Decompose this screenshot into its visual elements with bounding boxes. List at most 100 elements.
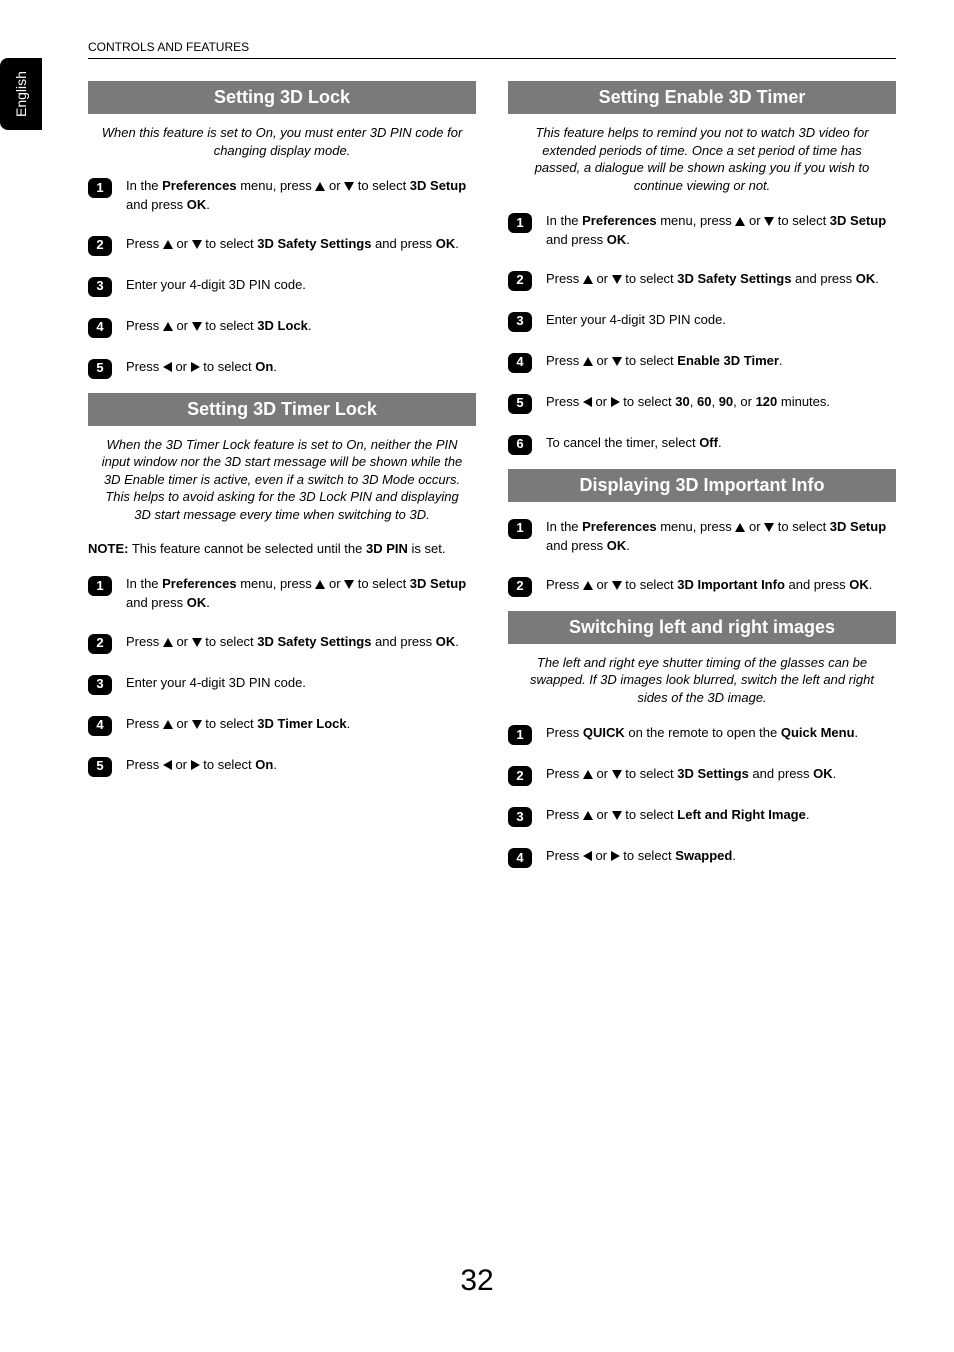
step-text: Press or to select On. (126, 358, 476, 377)
instruction-step: 5 Press or to select 30, 60, 90, or 120 m… (508, 387, 896, 428)
step-badge: 2 (508, 577, 532, 597)
language-tab: English (0, 58, 42, 130)
arrow-left-icon (583, 851, 592, 861)
step-badge: 1 (508, 213, 532, 233)
page-number: 32 (0, 1264, 954, 1298)
section-title-enable-3d-timer: Setting Enable 3D Timer (508, 81, 896, 114)
step-badge: 2 (88, 634, 112, 654)
left-column: Setting 3D Lock When this feature is set… (88, 81, 476, 882)
step-badge: 5 (508, 394, 532, 414)
content-columns: Setting 3D Lock When this feature is set… (88, 81, 896, 882)
step-badge: 4 (508, 848, 532, 868)
step-badge: 1 (508, 725, 532, 745)
intro-switch-lr: The left and right eye shutter timing of… (508, 654, 896, 719)
step-badge: 3 (88, 675, 112, 695)
arrow-up-icon (315, 182, 325, 191)
arrow-down-icon (612, 581, 622, 590)
arrow-down-icon (344, 182, 354, 191)
arrow-down-icon (612, 275, 622, 284)
step-badge: 5 (88, 757, 112, 777)
arrow-up-icon (163, 638, 173, 647)
step-badge: 4 (88, 716, 112, 736)
note-bold: 3D PIN (366, 541, 408, 556)
note-3d-timer-lock: NOTE: This feature cannot be selected un… (88, 536, 476, 570)
instruction-step: 6To cancel the timer, select Off. (508, 428, 896, 469)
step-badge: 4 (88, 318, 112, 338)
arrow-down-icon (612, 811, 622, 820)
section-title-important-info: Displaying 3D Important Info (508, 469, 896, 502)
step-text: Press or to select 3D Settings and press… (546, 765, 896, 784)
step-text: Press or to select On. (126, 756, 476, 775)
instruction-step: 3Press or to select Left and Right Image… (508, 800, 896, 841)
arrow-down-icon (192, 638, 202, 647)
step-text: Press or to select 30, 60, 90, or 120 mi… (546, 393, 896, 412)
instruction-step: 4 Press or to select Swapped. (508, 841, 896, 882)
note-body: This feature cannot be selected until th… (128, 541, 366, 556)
arrow-down-icon (764, 523, 774, 532)
step-text: Press QUICK on the remote to open the Qu… (546, 724, 896, 743)
arrow-up-icon (315, 580, 325, 589)
arrow-right-icon (611, 851, 620, 861)
steps-important-info: 1 In the Preferences menu, press or to se… (508, 512, 896, 611)
instruction-step: 5Press or to select On. (88, 352, 476, 393)
step-text: Press or to select 3D Safety Settings an… (126, 235, 476, 254)
arrow-up-icon (583, 770, 593, 779)
arrow-down-icon (192, 720, 202, 729)
instruction-step: 1In the Preferences menu, press or to se… (88, 171, 476, 229)
arrow-up-icon (163, 322, 173, 331)
arrow-down-icon (344, 580, 354, 589)
note-tail: is set. (408, 541, 446, 556)
right-column: Setting Enable 3D Timer This feature hel… (508, 81, 896, 882)
arrow-up-icon (163, 720, 173, 729)
step-text: Enter your 4-digit 3D PIN code. (126, 674, 476, 693)
arrow-up-icon (583, 581, 593, 590)
arrow-left-icon (583, 397, 592, 407)
steps-3d-timer-lock: 1In the Preferences menu, press or to se… (88, 569, 476, 791)
step-badge: 2 (508, 271, 532, 291)
page-header: CONTROLS AND FEATURES (88, 40, 896, 59)
instruction-step: 1In the Preferences menu, press or to se… (88, 569, 476, 627)
instruction-step: 1 In the Preferences menu, press or to se… (508, 512, 896, 570)
step-text: Press or to select 3D Safety Settings an… (546, 270, 896, 289)
step-text: Press or to select Swapped. (546, 847, 896, 866)
instruction-step: 4Press or to select Enable 3D Timer. (508, 346, 896, 387)
instruction-step: 3Enter your 4-digit 3D PIN code. (88, 270, 476, 311)
instruction-step: 2 Press or to select 3D Safety Settings a… (88, 229, 476, 270)
arrow-up-icon (583, 357, 593, 366)
arrow-up-icon (735, 523, 745, 532)
step-badge: 2 (508, 766, 532, 786)
section-title-switch-lr: Switching left and right images (508, 611, 896, 644)
instruction-step: 2Press or to select 3D Important Info an… (508, 570, 896, 611)
instruction-step: 4 Press or to select 3D Timer Lock. (88, 709, 476, 750)
step-badge: 1 (508, 519, 532, 539)
steps-3d-lock: 1In the Preferences menu, press or to se… (88, 171, 476, 393)
step-text: Press or to select 3D Safety Settings an… (126, 633, 476, 652)
section-title-3d-lock: Setting 3D Lock (88, 81, 476, 114)
arrow-up-icon (583, 275, 593, 284)
arrow-left-icon (163, 362, 172, 372)
arrow-down-icon (764, 217, 774, 226)
step-badge: 3 (508, 312, 532, 332)
step-badge: 3 (88, 277, 112, 297)
arrow-down-icon (612, 357, 622, 366)
arrow-left-icon (163, 760, 172, 770)
instruction-step: 5 Press or to select On. (88, 750, 476, 791)
intro-3d-timer-lock: When the 3D Timer Lock feature is set to… (88, 436, 476, 536)
step-text: In the Preferences menu, press or to sel… (546, 518, 896, 556)
note-prefix: NOTE: (88, 541, 128, 556)
instruction-step: 3Enter your 4-digit 3D PIN code. (508, 305, 896, 346)
instruction-step: 1In the Preferences menu, press or to se… (508, 206, 896, 264)
step-text: Press or to select 3D Timer Lock. (126, 715, 476, 734)
step-badge: 1 (88, 576, 112, 596)
instruction-step: 3 Enter your 4-digit 3D PIN code. (88, 668, 476, 709)
arrow-up-icon (735, 217, 745, 226)
intro-enable-3d-timer: This feature helps to remind you not to … (508, 124, 896, 206)
arrow-down-icon (192, 240, 202, 249)
arrow-down-icon (192, 322, 202, 331)
step-badge: 2 (88, 236, 112, 256)
step-text: In the Preferences menu, press or to sel… (126, 177, 476, 215)
step-badge: 4 (508, 353, 532, 373)
arrow-up-icon (163, 240, 173, 249)
steps-enable-3d-timer: 1In the Preferences menu, press or to se… (508, 206, 896, 469)
intro-3d-lock: When this feature is set to On, you must… (88, 124, 476, 171)
